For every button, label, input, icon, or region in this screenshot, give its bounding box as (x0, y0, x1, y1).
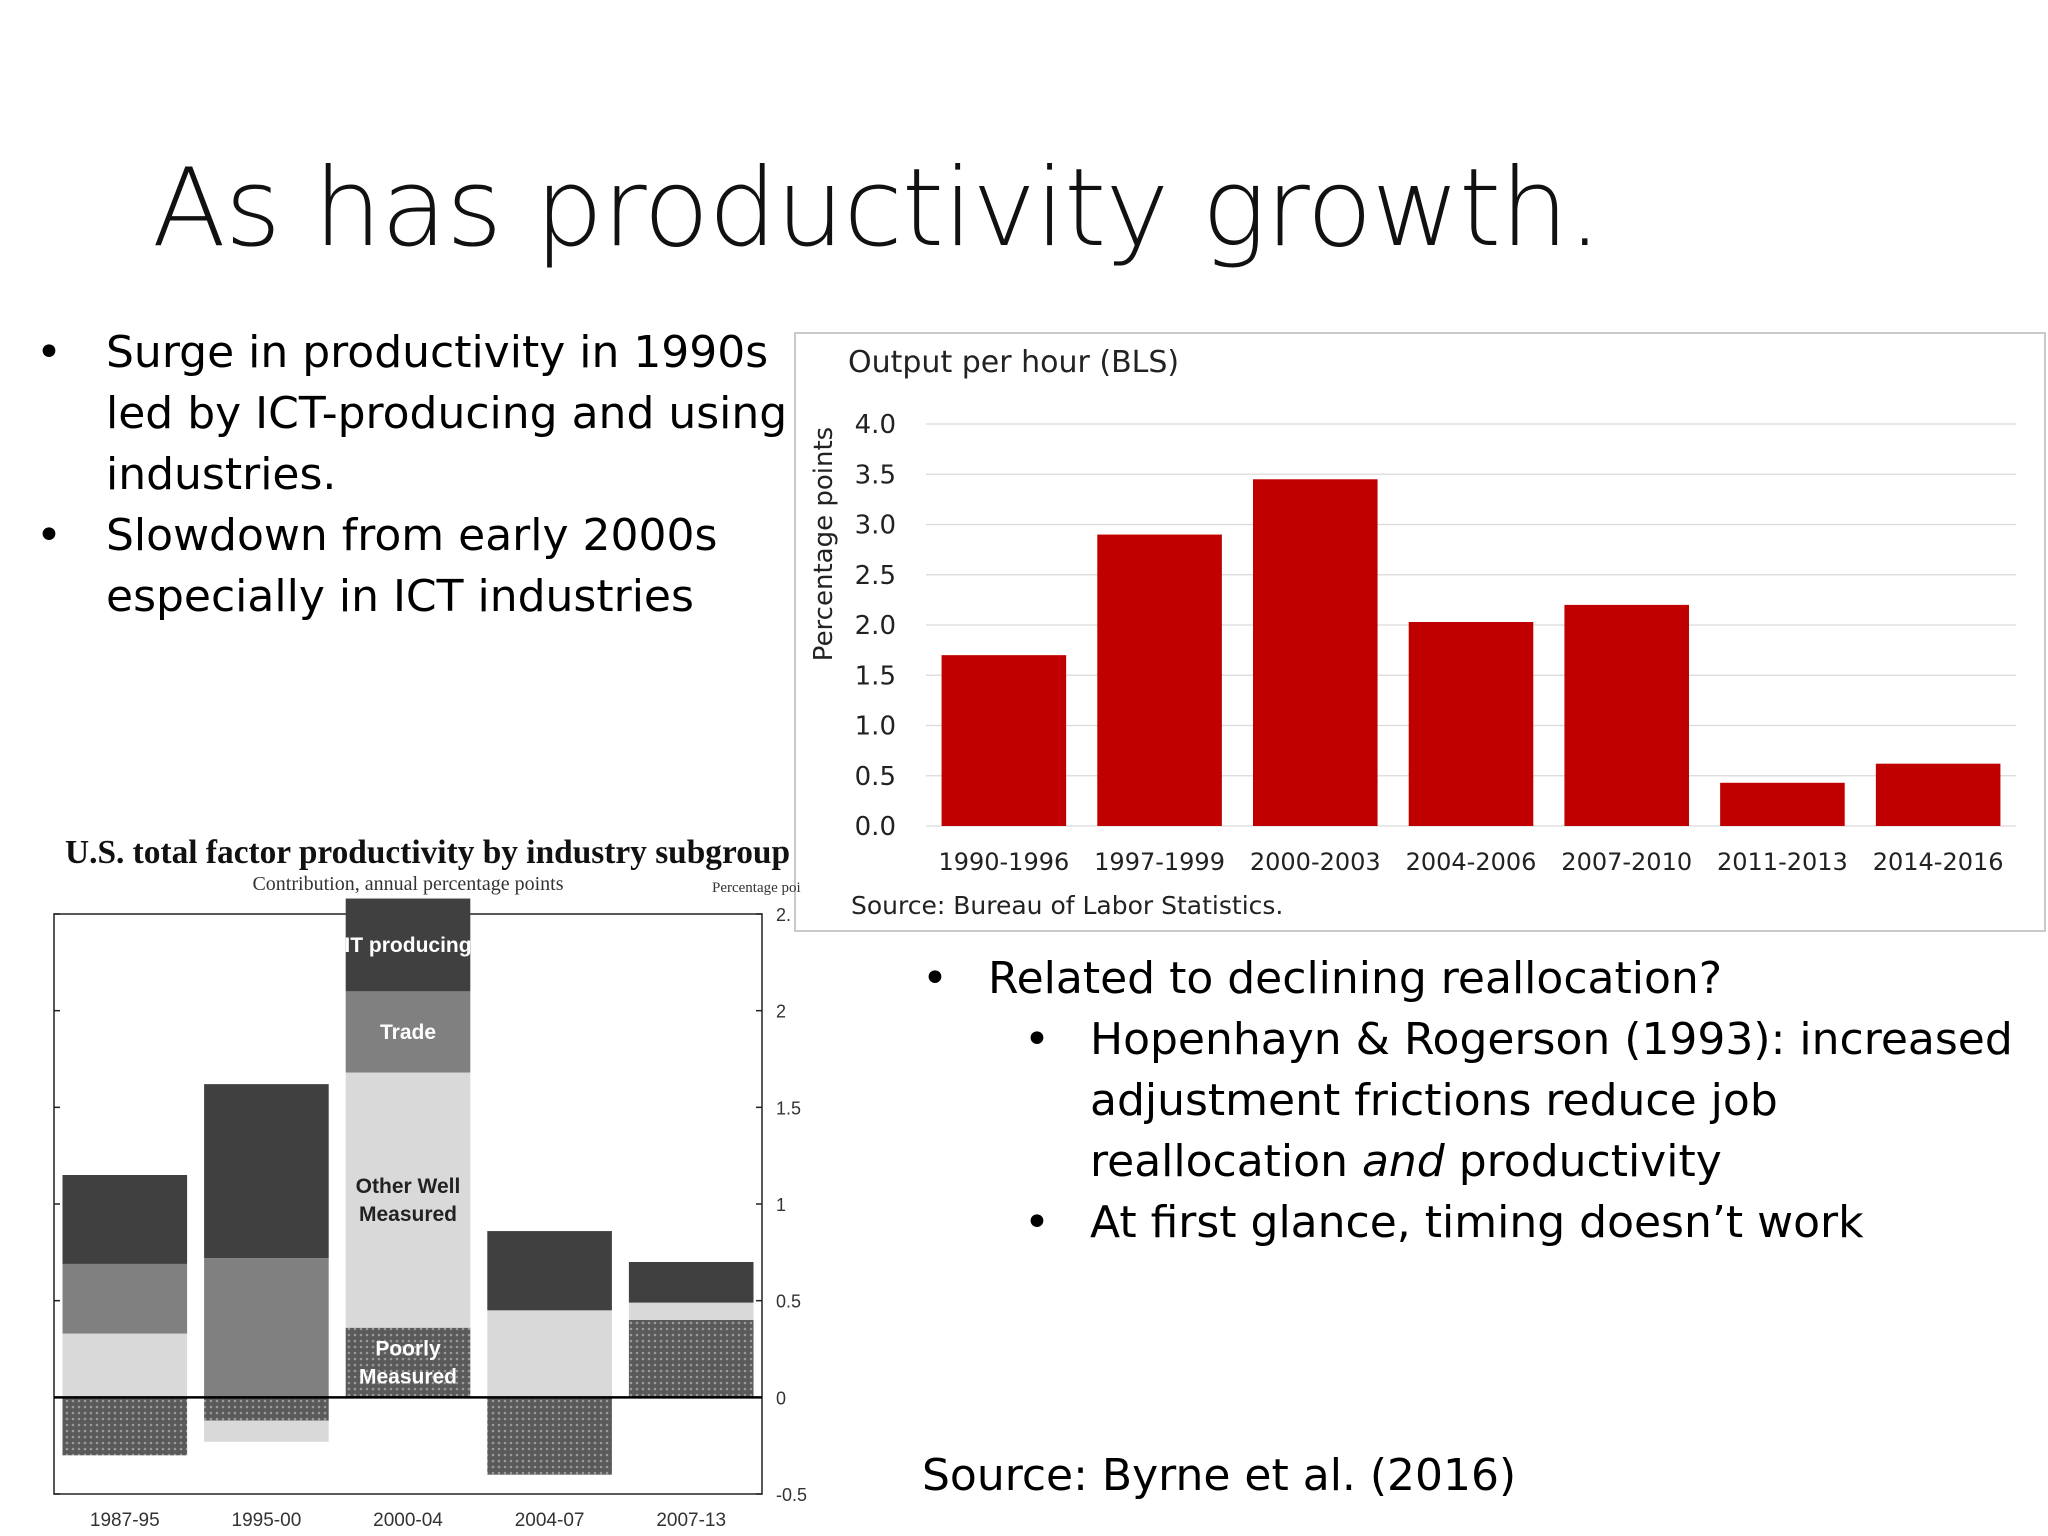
tfp-y-tick-label: 1.5 (776, 1098, 801, 1118)
tfp-segment-label: IT producing (344, 934, 471, 957)
bls-x-tick-label: 2014-2016 (1873, 848, 2004, 876)
tfp-y-tick-label: 0 (776, 1388, 786, 1408)
bls-y-tick-label: 2.0 (855, 611, 896, 641)
sub-bullet-text-part: productivity (1444, 1136, 1722, 1187)
tfp-bar-segment (62, 1175, 188, 1264)
tfp-y-tick-label: 2. (776, 905, 791, 925)
bls-x-tick-label: 2011-2013 (1717, 848, 1848, 876)
tfp-chart-title: U.S. total factor productivity by indust… (65, 834, 790, 871)
slide-source: Source: Byrne et al. (2016) (922, 1450, 1517, 1501)
bls-bar (1408, 621, 1534, 826)
tfp-bar-segment (487, 1397, 612, 1475)
tfp-bar-segment (628, 1302, 754, 1320)
tfp-bar-segment (204, 1397, 329, 1421)
bls-bar (1097, 534, 1222, 826)
bls-y-tick-label: 2.5 (855, 561, 896, 591)
tfp-chart-panel: U.S. total factor productivity by indust… (40, 828, 810, 1536)
bls-bar (1875, 763, 2001, 826)
tfp-x-tick-label: 1987-95 (90, 1510, 160, 1531)
tfp-bar-segment (345, 1327, 471, 1398)
right-bullet-list: • Related to declining reallocation? • H… (922, 948, 2022, 1253)
bls-bar (941, 655, 1067, 826)
bls-chart-title: Output per hour (BLS) (848, 345, 1179, 380)
bls-x-tick-label: 1990-1996 (938, 848, 1069, 876)
tfp-segment-label: Measured (359, 1203, 457, 1226)
tfp-bar-segment (628, 1262, 754, 1303)
tfp-y-tick-label: -0.5 (776, 1485, 807, 1505)
bls-y-tick-label: 0.0 (855, 812, 896, 842)
tfp-bar-segment (62, 1263, 188, 1334)
bls-bar (1564, 604, 1689, 826)
bullet-item: • Surge in productivity in 1990s led by … (36, 322, 796, 505)
tfp-bar-segment (62, 1397, 188, 1456)
slide-title: As has productivity growth. (152, 146, 1602, 271)
bls-y-tick-label: 4.0 (855, 410, 896, 440)
bls-chart-panel: Output per hour (BLS) Percentage points … (794, 332, 2046, 932)
bls-bar (1253, 479, 1378, 826)
tfp-x-tick-label: 2007-13 (656, 1510, 726, 1531)
bls-y-tick-label: 0.5 (855, 762, 896, 792)
tfp-y-tick-label: 0.5 (776, 1292, 801, 1312)
bls-bar (1720, 782, 1845, 826)
bullet-text: Surge in productivity in 1990s led by IC… (106, 327, 788, 500)
bullet-text: Slowdown from early 2000s especially in … (106, 510, 718, 622)
sub-bullet-item: • At first glance, timing doesn’t work (922, 1192, 2022, 1253)
tfp-bar-segment (62, 1333, 188, 1398)
bls-x-tick-label: 2007-2010 (1561, 848, 1692, 876)
tfp-segment-label: Poorly (375, 1338, 441, 1361)
bls-x-tick-label: 2004-2006 (1406, 848, 1537, 876)
tfp-x-tick-label: 2004-07 (515, 1510, 585, 1531)
tfp-y-tick-label: 2 (776, 1002, 786, 1022)
tfp-bar-segment (487, 1310, 612, 1398)
tfp-x-tick-label: 1995-00 (232, 1510, 302, 1531)
bullet-glyph: • (36, 510, 62, 561)
sub-bullet-text-part: At first glance, timing doesn’t work (1090, 1197, 1864, 1248)
tfp-segment-label: Measured (359, 1366, 457, 1389)
sub-bullet-text: At first glance, timing doesn’t work (1090, 1197, 1864, 1248)
bls-x-tick-label: 2000-2003 (1250, 848, 1381, 876)
left-bullet-list: • Surge in productivity in 1990s led by … (36, 322, 796, 627)
tfp-bar-segment (204, 1420, 329, 1442)
bullet-text: Related to declining reallocation? (988, 953, 1723, 1004)
bls-x-tick-label: 1997-1999 (1094, 848, 1225, 876)
bls-y-tick-label: 3.0 (855, 511, 896, 541)
tfp-x-tick-label: 2000-04 (373, 1510, 443, 1531)
tfp-bar-segment (345, 898, 471, 992)
sub-bullet-text: Hopenhayn & Rogerson (1993): increased a… (1090, 1014, 2013, 1187)
bullet-glyph: • (1024, 1014, 1050, 1065)
bls-bar-chart: Output per hour (BLS) Percentage points … (809, 345, 2016, 920)
tfp-segment-label: Trade (380, 1021, 436, 1044)
bls-y-tick-label: 1.5 (855, 661, 896, 691)
tfp-chart-subtitle: Contribution, annual percentage points (252, 873, 563, 895)
bullet-item: • Slowdown from early 2000s especially i… (36, 505, 796, 627)
tfp-y-axis-label: Percentage poi (712, 880, 801, 896)
bls-chart-source: Source: Bureau of Labor Statistics. (851, 891, 1283, 920)
sub-bullet-item: • Hopenhayn & Rogerson (1993): increased… (922, 1009, 2022, 1192)
tfp-bar-segment (345, 991, 471, 1073)
tfp-bar-segment (204, 1084, 329, 1259)
sub-bullet-emphasis: and (1361, 1136, 1445, 1187)
tfp-bar-segment (204, 1258, 329, 1398)
bls-y-tick-label: 3.5 (855, 460, 896, 490)
bullet-item: • Related to declining reallocation? (922, 948, 2022, 1009)
tfp-bar-segment (628, 1320, 754, 1398)
tfp-bar-segment (345, 1072, 471, 1328)
bls-y-tick-label: 1.0 (855, 712, 896, 742)
tfp-y-tick-label: 1 (776, 1195, 786, 1215)
bullet-glyph: • (1024, 1197, 1050, 1248)
bullet-glyph: • (922, 953, 948, 1004)
bls-y-axis-label: Percentage points (809, 427, 839, 661)
tfp-stacked-bar-chart: U.S. total factor productivity by indust… (53, 834, 807, 1531)
tfp-segment-label: Other Well (356, 1175, 461, 1198)
bullet-glyph: • (36, 327, 62, 378)
sub-bullet-text-part: Hopenhayn & Rogerson (1993): increased a… (1090, 1014, 2013, 1187)
tfp-bar-segment (487, 1231, 612, 1311)
